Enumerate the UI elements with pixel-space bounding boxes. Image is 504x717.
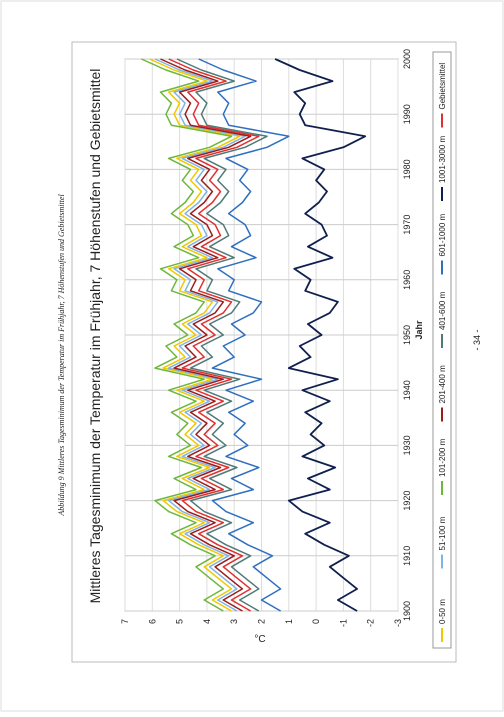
y-tick-label: 0 [311,619,321,624]
x-tick-label: 1950 [402,325,412,345]
y-tick-label: 2 [257,619,267,624]
x-tick-label: 1920 [402,491,412,511]
x-axis-label: Jahr [414,320,424,340]
legend-label: 401-600 m [438,291,447,330]
series-line [274,58,367,612]
x-tick-label: 1900 [402,601,412,621]
legend-label: 201-400 m [438,365,447,404]
x-tick-label: 1940 [402,380,412,400]
legend-label: 0-50 m [438,599,447,624]
legend-box [432,51,452,649]
y-tick-label: -1 [338,619,348,627]
x-tick-label: 1960 [402,270,412,290]
y-tick-label: 5 [175,619,185,624]
legend-label: 101-200 m [438,438,447,477]
chart-title: Mittleres Tagesminimum der Temperatur im… [87,69,103,604]
legend-label: 601-1000 m [438,213,447,256]
x-tick-label: 1980 [402,159,412,179]
y-tick-label: -2 [366,619,376,627]
series-line [198,58,290,612]
x-tick-label: 1910 [402,546,412,566]
caption: Abbildung 9 Mittleres Tagesminimum der T… [57,194,66,517]
x-tick-label: 1990 [402,104,412,124]
series-line [176,58,268,612]
chart: Mittleres Tagesminimum der Temperatur im… [87,49,452,649]
chart-frame [71,41,457,663]
legend-label: Gebietsmittel [438,63,447,110]
x-tick-label: 1970 [402,215,412,235]
legend-label: 51-100 m [438,516,447,550]
y-tick-label: 7 [120,619,130,624]
y-tick-label: -3 [393,619,403,627]
y-axis-label: °C [254,634,265,645]
series-line [149,58,241,612]
y-tick-label: 1 [284,619,294,624]
y-tick-label: 3 [229,619,239,624]
y-tick-label: 4 [202,619,212,624]
series-line [154,58,246,612]
y-tick-label: 6 [147,619,157,624]
x-tick-label: 1930 [402,435,412,455]
legend-label: 1001-3000 m [438,136,447,183]
series-line [168,58,260,612]
series-line [160,58,252,612]
page-number: - 34 - [472,329,482,350]
x-tick-label: 2000 [402,49,412,69]
series-line [141,58,233,612]
